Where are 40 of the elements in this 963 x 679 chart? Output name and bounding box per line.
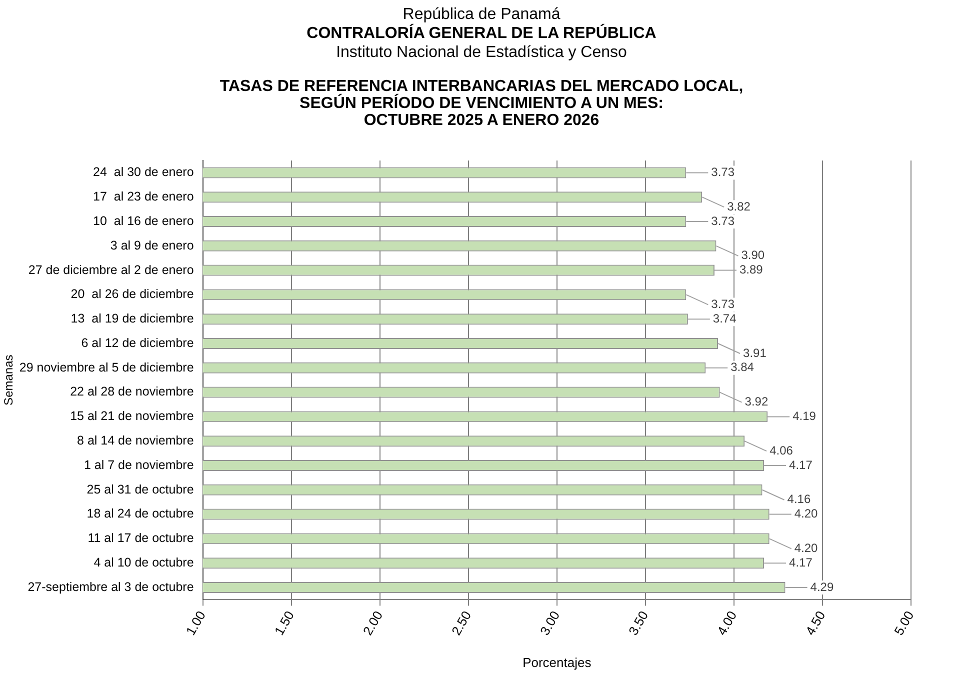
data-label: 4.17: [789, 458, 813, 472]
data-label: 3.91: [743, 346, 767, 360]
y-tick-label: 8 al 14 de noviembre: [77, 434, 194, 448]
y-tick-label: 24 al 30 de enero: [93, 165, 194, 180]
y-tick-label: 27 de diciembre al 2 de enero: [28, 262, 194, 277]
data-label: 4.06: [770, 443, 794, 458]
data-label: 3.74: [712, 311, 737, 326]
y-tick-label: 15 al 21 de noviembre: [70, 409, 194, 424]
y-tick-label: 18 al 24 de octubre: [86, 506, 194, 521]
data-label: 4.20: [794, 541, 818, 555]
x-axis-title: Porcentajes: [522, 654, 592, 670]
y-axis-title: Semanas: [2, 354, 16, 406]
y-tick-label: 3 al 9 de enero: [110, 238, 194, 252]
y-tick-label: 20 al 26 de diciembre: [70, 287, 194, 302]
y-tick-label: 22 al 28 de noviembre: [70, 384, 194, 399]
data-label: 3.90: [741, 248, 765, 262]
y-tick-label: 29 noviembre al 5 de diciembre: [19, 360, 194, 374]
y-tick-label: 13 al 19 de diciembre: [70, 312, 194, 326]
y-tick-label: 4 al 10 de octubre: [94, 556, 194, 570]
data-label: 4.19: [792, 409, 816, 424]
data-label: 3.73: [711, 297, 735, 312]
y-tick-label: 27-septiembre al 3 de octubre: [28, 580, 194, 594]
data-label: 3.84: [730, 360, 754, 374]
data-label: 4.17: [789, 555, 813, 570]
data-label: 4.20: [794, 506, 818, 521]
data-label: 4.29: [810, 580, 834, 594]
data-label: 3.82: [727, 199, 751, 214]
y-tick-label: 10 al 16 de enero: [93, 214, 194, 228]
y-tick-label: 17 al 23 de enero: [93, 190, 194, 204]
data-label: 3.73: [711, 214, 735, 228]
chart-title: TASAS DE REFERENCIA INTERBANCARIAS DEL MERCADO LOCAL, SEGÚN PERÍODO DE VENCIMIENTO A UN MES: OCTUBRE 2025 A ENERO 2026: [218, 78, 744, 129]
chart-subtitle: República de Panamá CONTRALORÍA GENERAL DE LA REPÚBLICA Instituto Nacional de Estadística y Censo: [306, 5, 658, 62]
data-label: 3.73: [711, 165, 735, 180]
y-tick-label: 25 al 31 de octubre: [86, 482, 194, 496]
y-tick-label: 6 al 12 de diciembre: [81, 336, 194, 350]
data-label: 3.89: [739, 262, 764, 277]
data-label: 4.16: [787, 492, 811, 506]
data-label: 3.92: [744, 394, 768, 409]
y-tick-label: 11 al 17 de octubre: [88, 531, 194, 546]
y-tick-label: 1 al 7 de noviembre: [84, 458, 194, 472]
